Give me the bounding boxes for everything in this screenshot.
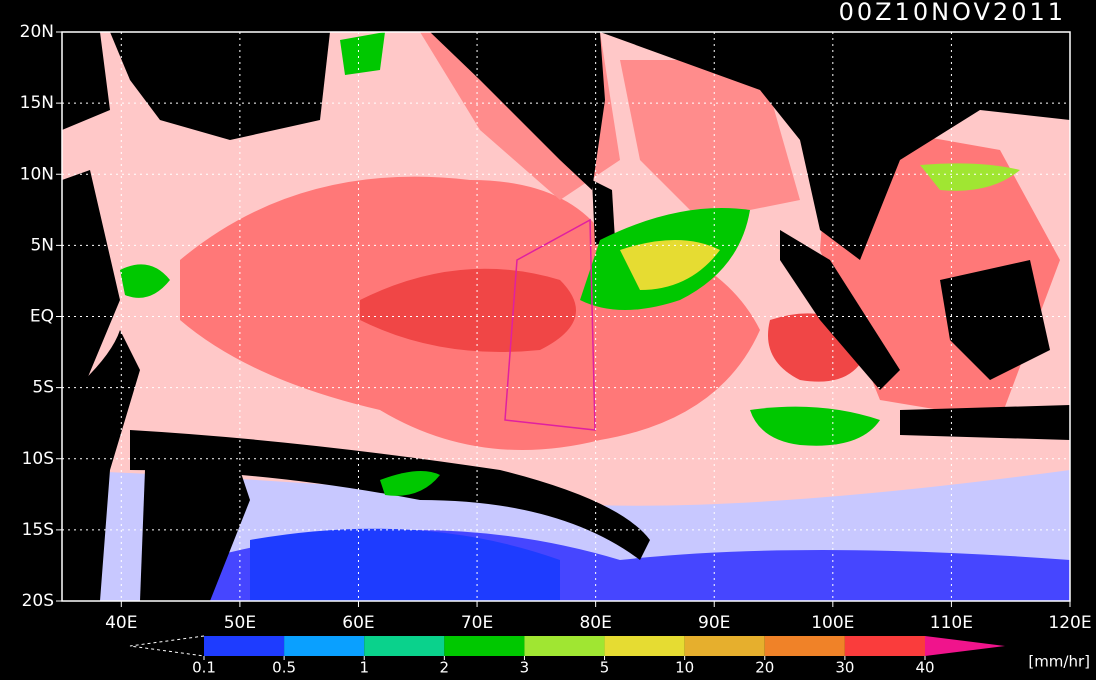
under-triangle <box>129 635 205 657</box>
colorbar-label: 20 <box>755 659 774 677</box>
x-tick-label: 60E <box>342 613 374 633</box>
y-tick-label: 5N <box>30 235 54 255</box>
colorbar-label: 40 <box>915 659 934 677</box>
colorbar: 0.1 0.5 1 2 3 5 10 20 30 40 [mm/hr] <box>129 635 1090 677</box>
x-tick-label: 110E <box>930 613 973 633</box>
y-tick-label: 15N <box>20 93 54 113</box>
over-triangle <box>925 636 1005 656</box>
x-tick-label: 100E <box>811 613 854 633</box>
y-tick-label: 15S <box>22 520 54 540</box>
y-tick-label: 20N <box>20 22 54 42</box>
colorbar-label: 2 <box>440 659 450 677</box>
x-tick-label: 70E <box>461 613 493 633</box>
colorbar-segment <box>284 636 365 656</box>
colorbar-segment <box>764 636 845 656</box>
colorbar-label: 5 <box>600 659 610 677</box>
colorbar-label: 0.5 <box>272 659 296 677</box>
colorbar-segment <box>364 636 445 656</box>
colorbar-label: 10 <box>675 659 694 677</box>
y-tick-label: 20S <box>22 591 54 611</box>
y-tick-label: EQ <box>30 307 54 327</box>
y-tick-label: 10S <box>22 449 54 469</box>
colorbar-segment <box>444 636 525 656</box>
map-frame <box>61 31 1071 602</box>
colorbar-label: 30 <box>835 659 854 677</box>
map-title: 00Z10NOV2011 <box>839 0 1066 26</box>
x-tick-label: 50E <box>224 613 256 633</box>
colorbar-segment <box>844 636 925 656</box>
colorbar-segment <box>684 636 765 656</box>
colorbar-label: 0.1 <box>192 659 216 677</box>
x-tick-label: 90E <box>698 613 730 633</box>
x-tick-label: 120E <box>1048 613 1091 633</box>
y-tick-label: 10N <box>20 164 54 184</box>
colorbar-segment <box>524 636 605 656</box>
precip-field <box>62 32 1070 601</box>
colorbar-segment <box>204 636 285 656</box>
x-tick-label: 80E <box>579 613 611 633</box>
x-tick-label: 40E <box>105 613 137 633</box>
colorbar-label: 3 <box>520 659 530 677</box>
colorbar-unit: [mm/hr] <box>1028 653 1090 671</box>
colorbar-segment <box>604 636 685 656</box>
colorbar-label: 1 <box>359 659 369 677</box>
y-tick-label: 5S <box>32 378 54 398</box>
